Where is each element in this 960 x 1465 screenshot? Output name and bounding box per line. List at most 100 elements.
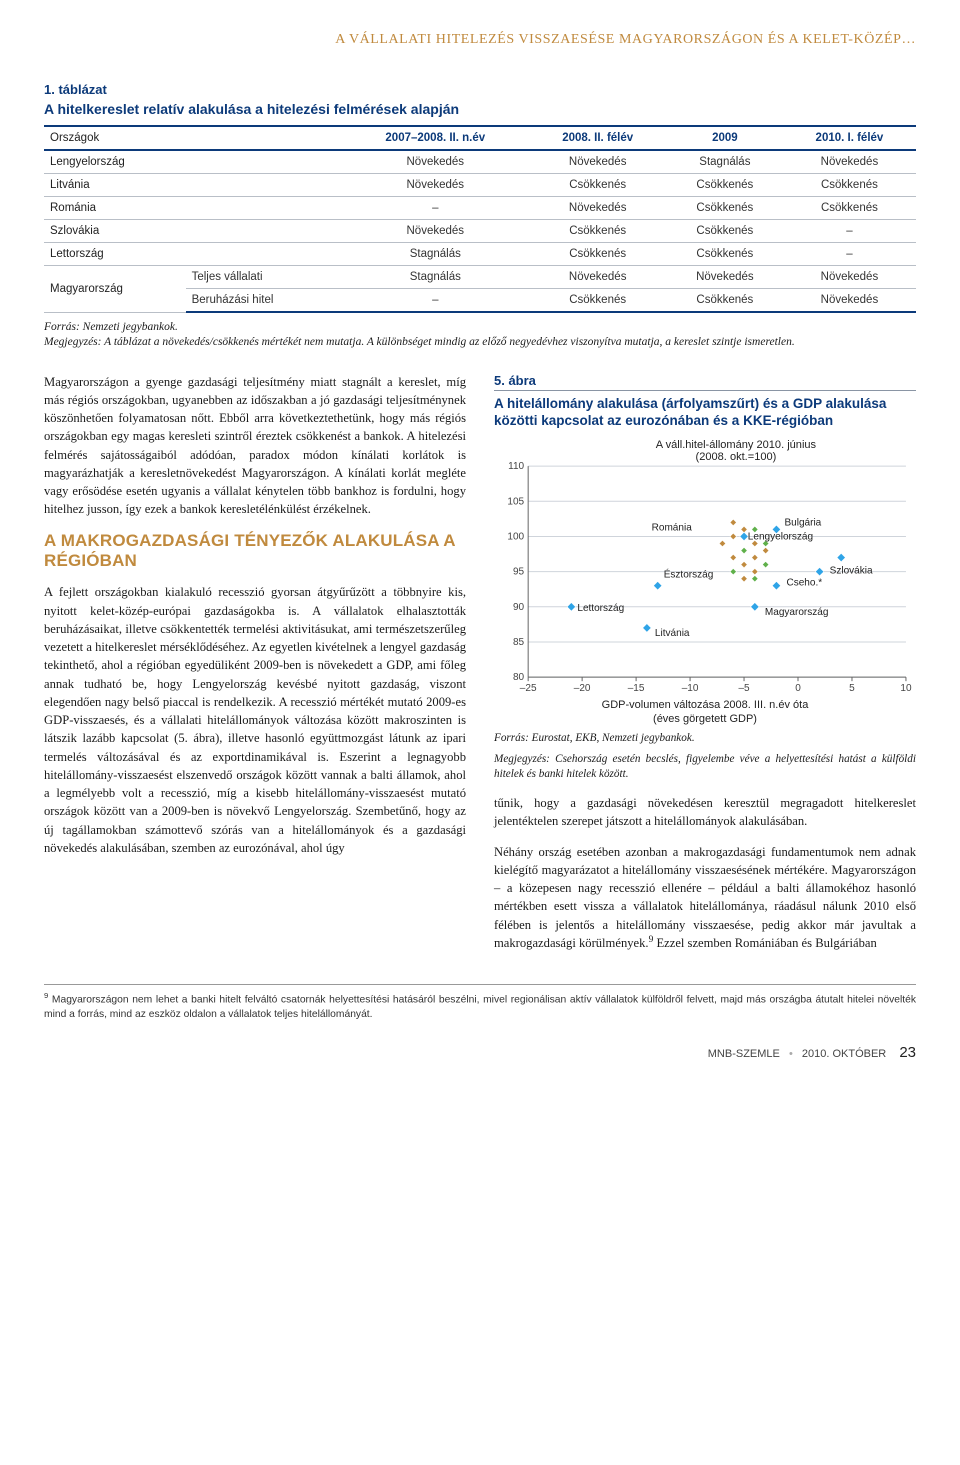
svg-text:–20: –20 bbox=[574, 683, 591, 694]
table-cell: Litvánia bbox=[44, 174, 342, 197]
fig5-xlabel-1: GDP-volumen változása 2008. III. n.év ót… bbox=[494, 699, 916, 711]
footnote-9: 9 Magyarországon nem lehet a banki hitel… bbox=[44, 991, 916, 1021]
svg-text:110: 110 bbox=[508, 461, 524, 472]
table-cell: Csökkenés bbox=[528, 220, 666, 243]
table-cell: Növekedés bbox=[528, 150, 666, 174]
table-row: LengyelországNövekedésNövekedésStagnálás… bbox=[44, 150, 916, 174]
table-cell: Románia bbox=[44, 197, 342, 220]
table-row: MagyarországTeljes vállalatiStagnálásNöv… bbox=[44, 266, 916, 289]
table-cell: – bbox=[342, 289, 528, 313]
table1-title: A hitelkereslet relatív alakulása a hite… bbox=[44, 101, 916, 117]
table-cell: Növekedés bbox=[528, 197, 666, 220]
table-cell: Csökkenés bbox=[783, 174, 916, 197]
table1-col-2: 2008. II. félév bbox=[528, 126, 666, 150]
footer-issue: 2010. OKTÓBER bbox=[802, 1048, 886, 1060]
left-p2: A fejlett országokban kialakuló recesszi… bbox=[44, 583, 466, 857]
table-cell: Csökkenés bbox=[667, 289, 783, 313]
svg-text:–5: –5 bbox=[738, 683, 750, 694]
svg-text:–10: –10 bbox=[682, 683, 699, 694]
fig5-scatter-svg: A váll.hitel-állomány 2010. június(2008.… bbox=[494, 436, 916, 697]
fig5-xlabel-2: (éves görgetett GDP) bbox=[494, 713, 916, 725]
fig5-chart: A váll.hitel-állomány 2010. június(2008.… bbox=[494, 436, 916, 697]
left-column: Magyarországon a gyenge gazdasági teljes… bbox=[44, 373, 466, 965]
svg-text:90: 90 bbox=[513, 601, 525, 612]
table-cell: Növekedés bbox=[528, 266, 666, 289]
table-row: SzlovákiaNövekedésCsökkenésCsökkenés– bbox=[44, 220, 916, 243]
table-cell: Növekedés bbox=[342, 150, 528, 174]
svg-text:85: 85 bbox=[513, 637, 525, 648]
table-cell: Növekedés bbox=[667, 266, 783, 289]
table-row: LitvániaNövekedésCsökkenésCsökkenésCsökk… bbox=[44, 174, 916, 197]
running-head: A VÁLLALATI HITELEZÉS VISSZAESÉSE MAGYAR… bbox=[44, 32, 916, 48]
left-p1: Magyarországon a gyenge gazdasági teljes… bbox=[44, 373, 466, 519]
table-cell: Stagnálás bbox=[667, 150, 783, 174]
svg-text:Magyarország: Magyarország bbox=[765, 606, 829, 617]
footnote-rule bbox=[44, 984, 916, 985]
svg-text:80: 80 bbox=[513, 672, 525, 683]
table-cell: Csökkenés bbox=[667, 197, 783, 220]
svg-text:Lettország: Lettország bbox=[577, 602, 624, 613]
svg-text:Litvánia: Litvánia bbox=[655, 628, 690, 639]
svg-text:0: 0 bbox=[795, 683, 801, 694]
table1-col-4: 2010. I. félév bbox=[783, 126, 916, 150]
svg-text:100: 100 bbox=[507, 531, 524, 542]
svg-text:105: 105 bbox=[507, 496, 524, 507]
table-row: LettországStagnálásCsökkenésCsökkenés– bbox=[44, 243, 916, 266]
svg-text:A váll.hitel-állomány 2010. jú: A váll.hitel-állomány 2010. június bbox=[656, 439, 817, 451]
footer-sep-1: • bbox=[789, 1048, 793, 1060]
right-p1: tűnik, hogy a gazdasági növekedésen kere… bbox=[494, 794, 916, 831]
fig5-source: Forrás: Eurostat, EKB, Nemzeti jegybanko… bbox=[494, 731, 916, 746]
footer-journal: MNB-SZEMLE bbox=[708, 1048, 780, 1060]
table-cell: Csökkenés bbox=[528, 289, 666, 313]
fig5-note: Megjegyzés: Csehország esetén becslés, f… bbox=[494, 752, 916, 782]
table-cell: Csökkenés bbox=[528, 243, 666, 266]
table-cell: Növekedés bbox=[342, 220, 528, 243]
table-cell: Csökkenés bbox=[528, 174, 666, 197]
fig5-number: 5. ábra bbox=[494, 373, 536, 388]
table1-number: 1. táblázat bbox=[44, 82, 916, 97]
table-cell: – bbox=[342, 197, 528, 220]
svg-text:95: 95 bbox=[513, 566, 525, 577]
table-cell: Növekedés bbox=[342, 174, 528, 197]
table-cell: Növekedés bbox=[783, 266, 916, 289]
table-cell: Növekedés bbox=[783, 150, 916, 174]
footnote-text: Magyarországon nem lehet a banki hitelt … bbox=[44, 995, 916, 1020]
table1-col-3: 2009 bbox=[667, 126, 783, 150]
page-footer: MNB-SZEMLE • 2010. OKTÓBER 23 bbox=[44, 1044, 916, 1061]
table-cell: – bbox=[783, 220, 916, 243]
right-p2: Néhány ország esetében azonban a makroga… bbox=[494, 843, 916, 953]
svg-text:Észtország: Észtország bbox=[664, 567, 714, 580]
table-row: Románia–NövekedésCsökkenésCsökkenés bbox=[44, 197, 916, 220]
fig5-title: A hitelállomány alakulása (árfolyamszűrt… bbox=[494, 395, 916, 430]
footnote-marker: 9 bbox=[44, 991, 48, 1000]
table-cell: Lengyelország bbox=[44, 150, 342, 174]
table-cell: Csökkenés bbox=[667, 243, 783, 266]
table-cell: Stagnálás bbox=[342, 266, 528, 289]
table-cell: Magyarország bbox=[44, 266, 186, 313]
table1: Országok 2007–2008. II. n.év 2008. II. f… bbox=[44, 125, 916, 313]
footer-pagenum: 23 bbox=[899, 1044, 916, 1061]
svg-text:Románia: Románia bbox=[652, 522, 693, 533]
table-cell: Csökkenés bbox=[783, 197, 916, 220]
table-cell: Növekedés bbox=[783, 289, 916, 313]
svg-text:–25: –25 bbox=[520, 683, 537, 694]
table1-col-country: Országok bbox=[44, 126, 342, 150]
table-cell: Beruházási hitel bbox=[186, 289, 343, 313]
table-cell: – bbox=[783, 243, 916, 266]
svg-text:Bulgária: Bulgária bbox=[784, 517, 821, 528]
table-cell: Csökkenés bbox=[667, 220, 783, 243]
svg-text:(2008. okt.=100): (2008. okt.=100) bbox=[696, 451, 777, 463]
table1-note: Megjegyzés: A táblázat a növekedés/csökk… bbox=[44, 335, 916, 351]
svg-text:–15: –15 bbox=[628, 683, 645, 694]
table-cell: Stagnálás bbox=[342, 243, 528, 266]
table1-header-row: Országok 2007–2008. II. n.év 2008. II. f… bbox=[44, 126, 916, 150]
table1-source: Forrás: Nemzeti jegybankok. bbox=[44, 321, 916, 333]
svg-text:10: 10 bbox=[900, 683, 912, 694]
svg-text:Cseho.*: Cseho.* bbox=[786, 577, 822, 588]
table-cell: Szlovákia bbox=[44, 220, 342, 243]
table-cell: Csökkenés bbox=[667, 174, 783, 197]
svg-text:Szlovákia: Szlovákia bbox=[830, 565, 873, 576]
svg-text:5: 5 bbox=[849, 683, 855, 694]
table1-col-1: 2007–2008. II. n.év bbox=[342, 126, 528, 150]
right-column: 5. ábra A hitelállomány alakulása (árfol… bbox=[494, 373, 916, 965]
